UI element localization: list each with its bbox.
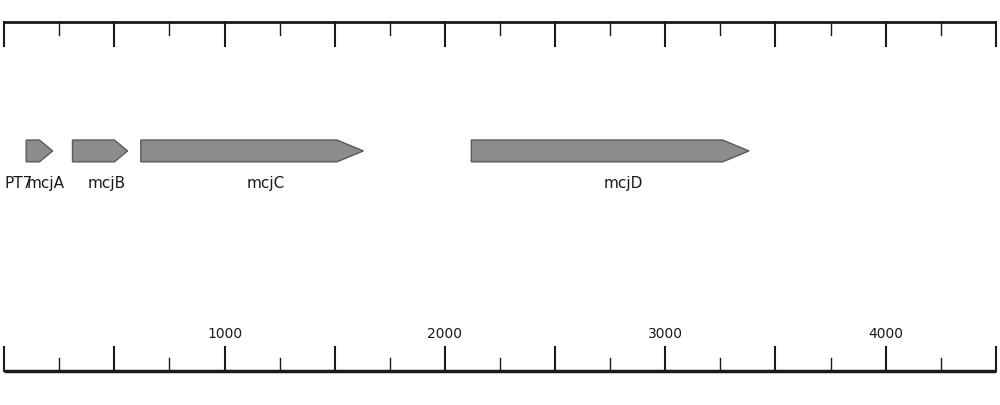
Text: mcjD: mcjD	[604, 176, 643, 191]
Text: 4000: 4000	[868, 327, 903, 341]
FancyArrow shape	[26, 140, 53, 162]
Text: mcjC: mcjC	[246, 176, 284, 191]
FancyArrow shape	[141, 140, 363, 162]
Text: 1000: 1000	[207, 327, 242, 341]
FancyArrow shape	[471, 140, 749, 162]
Text: PT7: PT7	[4, 176, 32, 191]
Text: 2000: 2000	[427, 327, 462, 341]
Text: mcjB: mcjB	[88, 176, 126, 191]
Text: mcjA: mcjA	[27, 176, 65, 191]
Text: 3000: 3000	[648, 327, 683, 341]
FancyArrow shape	[72, 140, 128, 162]
